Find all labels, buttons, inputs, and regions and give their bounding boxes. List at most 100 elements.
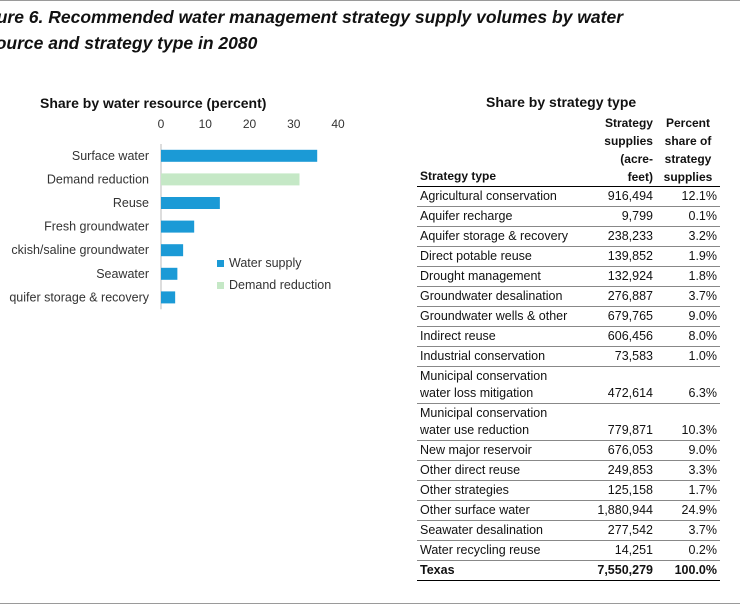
cell-strategy-type: Aquifer storage & recovery bbox=[417, 226, 571, 247]
header-supplies-line: Strategy bbox=[604, 116, 653, 130]
x-tick-label: 10 bbox=[199, 117, 213, 131]
cell-strategy-supplies: 1,880,944 bbox=[571, 500, 656, 521]
table-row: Groundwater desalination 276,887 3.7% bbox=[417, 286, 720, 307]
figure-title: gure 6. Recommended water management str… bbox=[0, 4, 740, 56]
x-tick-label: 0 bbox=[158, 117, 165, 131]
bar bbox=[161, 149, 318, 162]
cell-strategy-type: Other direct reuse bbox=[417, 460, 571, 481]
table-title: Share by strategy type bbox=[486, 94, 637, 110]
cell-percent-share: 3.7% bbox=[655, 286, 720, 307]
cell-strategy-type: Groundwater desalination bbox=[417, 286, 571, 307]
category-label: quifer storage & recovery bbox=[9, 290, 149, 304]
bar bbox=[161, 291, 176, 304]
cell-strategy-type: Aquifer recharge bbox=[417, 206, 571, 227]
cell-strategy-supplies: 606,456 bbox=[571, 326, 656, 347]
table-row: Municipal conservation water loss mitiga… bbox=[417, 366, 720, 404]
top-border-line bbox=[0, 0, 740, 1]
header-supplies-line: supplies bbox=[604, 134, 653, 148]
cell-strategy-supplies: 277,542 bbox=[571, 520, 656, 541]
cell-percent-share: 3.3% bbox=[655, 460, 720, 481]
cell-percent-share: 1.8% bbox=[655, 266, 720, 287]
legend-label-water-supply: Water supply bbox=[229, 256, 302, 270]
category-label: Reuse bbox=[113, 196, 149, 210]
figure-title-line-1: gure 6. Recommended water management str… bbox=[0, 7, 624, 27]
legend-label-demand-reduction: Demand reduction bbox=[229, 278, 332, 292]
header-supplies-line: (acre- bbox=[620, 152, 653, 166]
cell-percent-share: 24.9% bbox=[655, 500, 720, 521]
cell-percent-share: 8.0% bbox=[655, 326, 720, 347]
table-row: New major reservoir 676,053 9.0% bbox=[417, 440, 720, 461]
table-row: Industrial conservation 73,583 1.0% bbox=[417, 346, 720, 367]
cell-percent-share: 1.9% bbox=[655, 246, 720, 267]
table-row: Other strategies 125,158 1.7% bbox=[417, 480, 720, 501]
bar bbox=[161, 220, 195, 233]
cell-strategy-supplies: 238,233 bbox=[571, 226, 656, 247]
table-row: Other direct reuse 249,853 3.3% bbox=[417, 460, 720, 481]
legend-swatch-demand-reduction bbox=[217, 281, 224, 289]
bar bbox=[161, 197, 220, 209]
header-supplies-line: feet) bbox=[627, 170, 653, 184]
cell-percent-share: 0.1% bbox=[655, 206, 720, 227]
header-percent-line: Percent bbox=[665, 116, 710, 130]
figure-title-line-2: source and strategy type in 2080 bbox=[0, 33, 258, 53]
category-label: Demand reduction bbox=[47, 172, 149, 186]
cell-strategy-supplies: 9,799 bbox=[571, 206, 656, 227]
chart-title: Share by water resource (percent) bbox=[40, 95, 267, 111]
cell-percent-share: 1.7% bbox=[655, 480, 720, 501]
cell-strategy-type: Industrial conservation bbox=[417, 346, 571, 367]
header-percent-line: supplies bbox=[663, 170, 713, 184]
header-percent-line: share of bbox=[664, 134, 712, 148]
cell-strategy-type: Municipal conservation water loss mitiga… bbox=[417, 366, 571, 404]
table-row: Seawater desalination 277,542 3.7% bbox=[417, 520, 720, 541]
category-label: Fresh groundwater bbox=[44, 220, 149, 234]
cell-percent-share: 9.0% bbox=[655, 440, 720, 461]
table-header-row: Strategy type Strategy supplies (acre- f… bbox=[417, 114, 720, 187]
table-row: Other surface water 1,880,944 24.9% bbox=[417, 500, 720, 521]
x-tick-label: 30 bbox=[287, 117, 301, 131]
cell-total-supplies: 7,550,279 bbox=[571, 560, 656, 581]
table-row: Direct potable reuse 139,852 1.9% bbox=[417, 246, 720, 267]
x-tick-label: 20 bbox=[243, 117, 257, 131]
cell-strategy-type: Agricultural conservation bbox=[417, 186, 571, 207]
legend-item-water-supply: Water supply bbox=[217, 252, 331, 274]
header-strategy-type: Strategy type bbox=[420, 169, 497, 183]
header-percent-share: Percent share of strategy supplies bbox=[656, 114, 720, 187]
table-total-row: Texas 7,550,279 100.0% bbox=[417, 560, 720, 581]
cell-percent-share: 12.1% bbox=[655, 186, 720, 207]
table-row: Aquifer recharge 9,799 0.1% bbox=[417, 206, 720, 227]
cell-strategy-supplies: 676,053 bbox=[571, 440, 656, 461]
legend-item-demand-reduction: Demand reduction bbox=[217, 274, 331, 296]
cell-strategy-supplies: 779,871 bbox=[571, 403, 656, 441]
cell-strategy-type: Indirect reuse bbox=[417, 326, 571, 347]
header-percent-line: strategy bbox=[664, 152, 712, 166]
cell-strategy-supplies: 14,251 bbox=[571, 540, 656, 561]
table-body: Agricultural conservation 916,494 12.1% Aqu… bbox=[417, 186, 720, 581]
cell-strategy-supplies: 472,614 bbox=[571, 366, 656, 404]
table-row: Groundwater wells & other 679,765 9.0% bbox=[417, 306, 720, 327]
category-label: Seawater bbox=[96, 267, 149, 281]
bar-chart: 0 10 20 30 40 Surface water Demand reduction Re… bbox=[9, 117, 345, 310]
bar bbox=[161, 173, 300, 186]
header-strategy-supplies: Strategy supplies (acre- feet) bbox=[571, 114, 656, 187]
cell-percent-share: 0.2% bbox=[655, 540, 720, 561]
x-tick-label: 40 bbox=[331, 117, 345, 131]
cell-percent-share: 3.2% bbox=[655, 226, 720, 247]
table-row: Indirect reuse 606,456 8.0% bbox=[417, 326, 720, 347]
cell-strategy-supplies: 249,853 bbox=[571, 460, 656, 481]
table-row: Water recycling reuse 14,251 0.2% bbox=[417, 540, 720, 561]
category-label: ckish/saline groundwater bbox=[11, 243, 149, 257]
table-row: Drought management 132,924 1.8% bbox=[417, 266, 720, 287]
legend-swatch-water-supply bbox=[217, 259, 224, 267]
cell-strategy-supplies: 276,887 bbox=[571, 286, 656, 307]
cell-strategy-supplies: 73,583 bbox=[571, 346, 656, 367]
cell-percent-share: 9.0% bbox=[655, 306, 720, 327]
cell-percent-share: 10.3% bbox=[655, 403, 720, 441]
cell-strategy-type: Other surface water bbox=[417, 500, 571, 521]
cell-strategy-supplies: 139,852 bbox=[571, 246, 656, 267]
cell-total-label: Texas bbox=[417, 560, 571, 581]
table-row: Municipal conservation water use reducti… bbox=[417, 403, 720, 441]
table-row: Agricultural conservation 916,494 12.1% bbox=[417, 186, 720, 207]
cell-strategy-type: Water recycling reuse bbox=[417, 540, 571, 561]
cell-percent-share: 3.7% bbox=[655, 520, 720, 541]
cell-strategy-type: Municipal conservation water use reducti… bbox=[417, 403, 571, 441]
